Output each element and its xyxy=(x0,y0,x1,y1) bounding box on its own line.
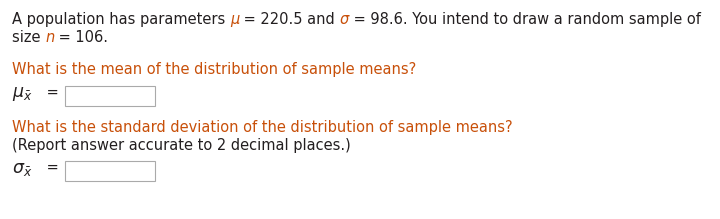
Text: n: n xyxy=(45,30,55,45)
Text: What is the standard deviation of the distribution of sample means?: What is the standard deviation of the di… xyxy=(12,120,513,135)
Text: = 220.5 and: = 220.5 and xyxy=(239,12,340,27)
FancyBboxPatch shape xyxy=(65,86,155,106)
Text: (Report answer accurate to 2 decimal places.): (Report answer accurate to 2 decimal pla… xyxy=(12,138,351,153)
Text: A population has parameters: A population has parameters xyxy=(12,12,230,27)
Text: $\sigma_{\bar{x}}$: $\sigma_{\bar{x}}$ xyxy=(12,160,32,178)
Text: = 106.: = 106. xyxy=(55,30,109,45)
Text: μ: μ xyxy=(230,12,239,27)
Text: $\mu_{\bar{x}}$: $\mu_{\bar{x}}$ xyxy=(12,85,32,103)
Text: =: = xyxy=(42,160,59,175)
FancyBboxPatch shape xyxy=(65,161,155,181)
Text: size: size xyxy=(12,30,45,45)
Text: What is the mean of the distribution of sample means?: What is the mean of the distribution of … xyxy=(12,62,416,77)
Text: σ: σ xyxy=(340,12,348,27)
Text: = 98.6. You intend to draw a random sample of: = 98.6. You intend to draw a random samp… xyxy=(348,12,701,27)
Text: =: = xyxy=(42,85,59,100)
